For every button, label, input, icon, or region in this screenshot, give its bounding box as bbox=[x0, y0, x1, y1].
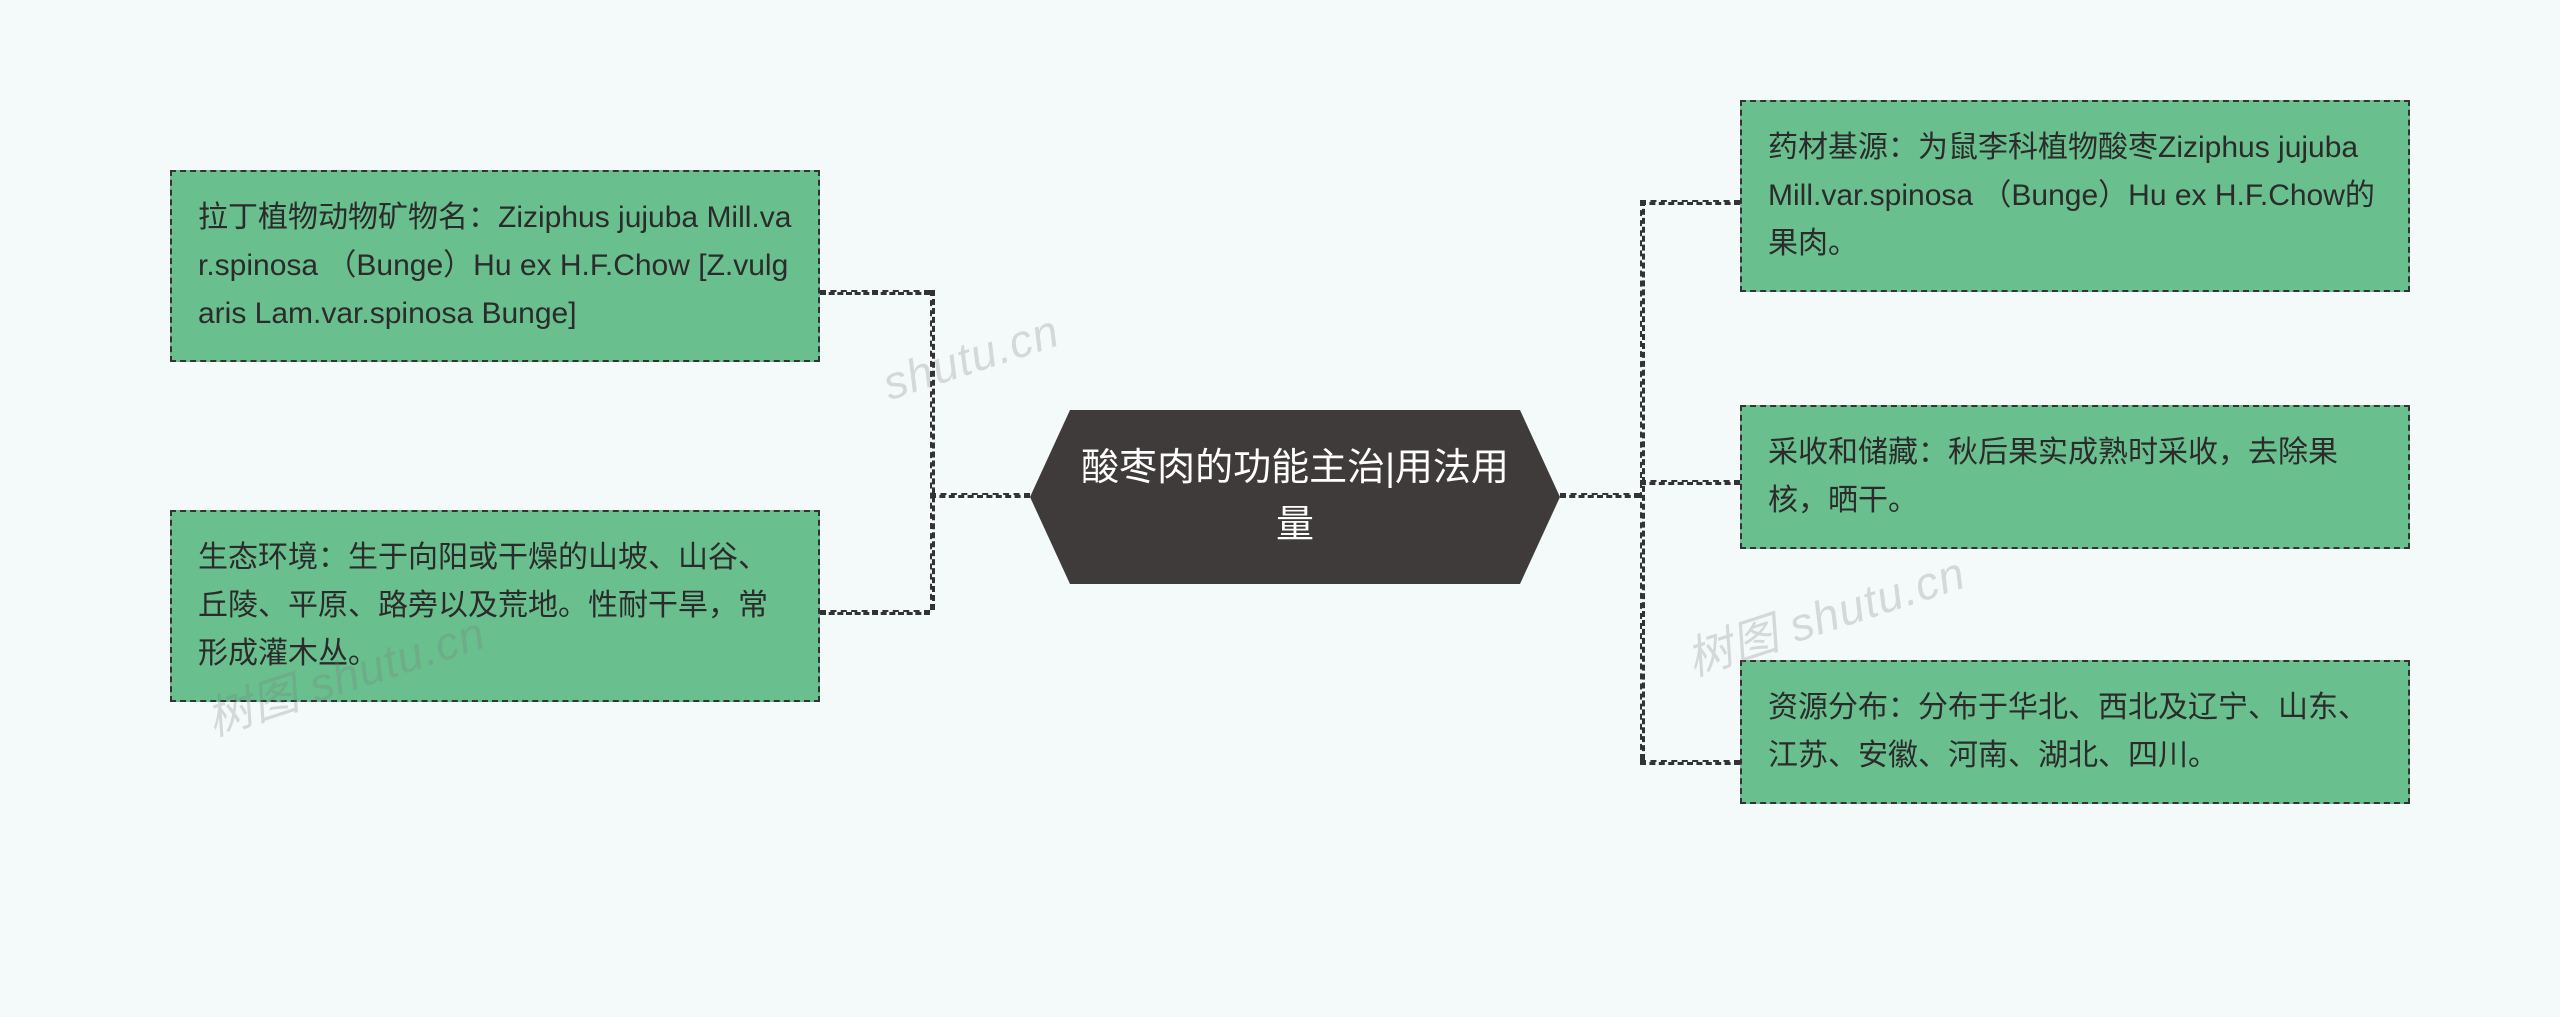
watermark-2: shutu.cn bbox=[876, 303, 1066, 411]
leaf-ecology: 生态环境：生于向阳或干燥的山坡、山谷、丘陵、平原、路旁以及荒地。性耐干旱，常形成… bbox=[170, 510, 820, 702]
connector-left-vert bbox=[930, 290, 935, 610]
connector-left-bot bbox=[820, 610, 930, 615]
connector-right-mid bbox=[1640, 480, 1740, 485]
leaf-harvest: 采收和储藏：秋后果实成熟时采收，去除果核，晒干。 bbox=[1740, 405, 2410, 549]
connector-right-top bbox=[1640, 200, 1740, 205]
connector-right-bot bbox=[1640, 760, 1740, 765]
center-node: 酸枣肉的功能主治|用法用量 bbox=[1030, 410, 1560, 584]
leaf-distribution: 资源分布：分布于华北、西北及辽宁、山东、江苏、安徽、河南、湖北、四川。 bbox=[1740, 660, 2410, 804]
connector-left-top bbox=[820, 290, 930, 295]
leaf-source: 药材基源：为鼠李科植物酸枣Ziziphus jujuba Mill.var.sp… bbox=[1740, 100, 2410, 292]
connector-right-trunk bbox=[1560, 493, 1640, 498]
leaf-latin-name: 拉丁植物动物矿物名：Ziziphus jujuba Mill.var.spino… bbox=[170, 170, 820, 362]
mindmap-canvas: 酸枣肉的功能主治|用法用量 拉丁植物动物矿物名：Ziziphus jujuba … bbox=[0, 0, 2560, 1017]
connector-left-trunk bbox=[930, 493, 1030, 498]
